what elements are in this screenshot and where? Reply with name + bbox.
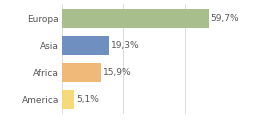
Bar (62, 36, 109, 55)
Text: 19,3%: 19,3% (111, 41, 140, 50)
Bar (62, 90, 74, 109)
Text: 15,9%: 15,9% (103, 68, 131, 77)
Text: 59,7%: 59,7% (211, 14, 239, 23)
Text: 5,1%: 5,1% (76, 95, 99, 104)
Bar (62, 9, 209, 28)
Bar (62, 63, 101, 82)
